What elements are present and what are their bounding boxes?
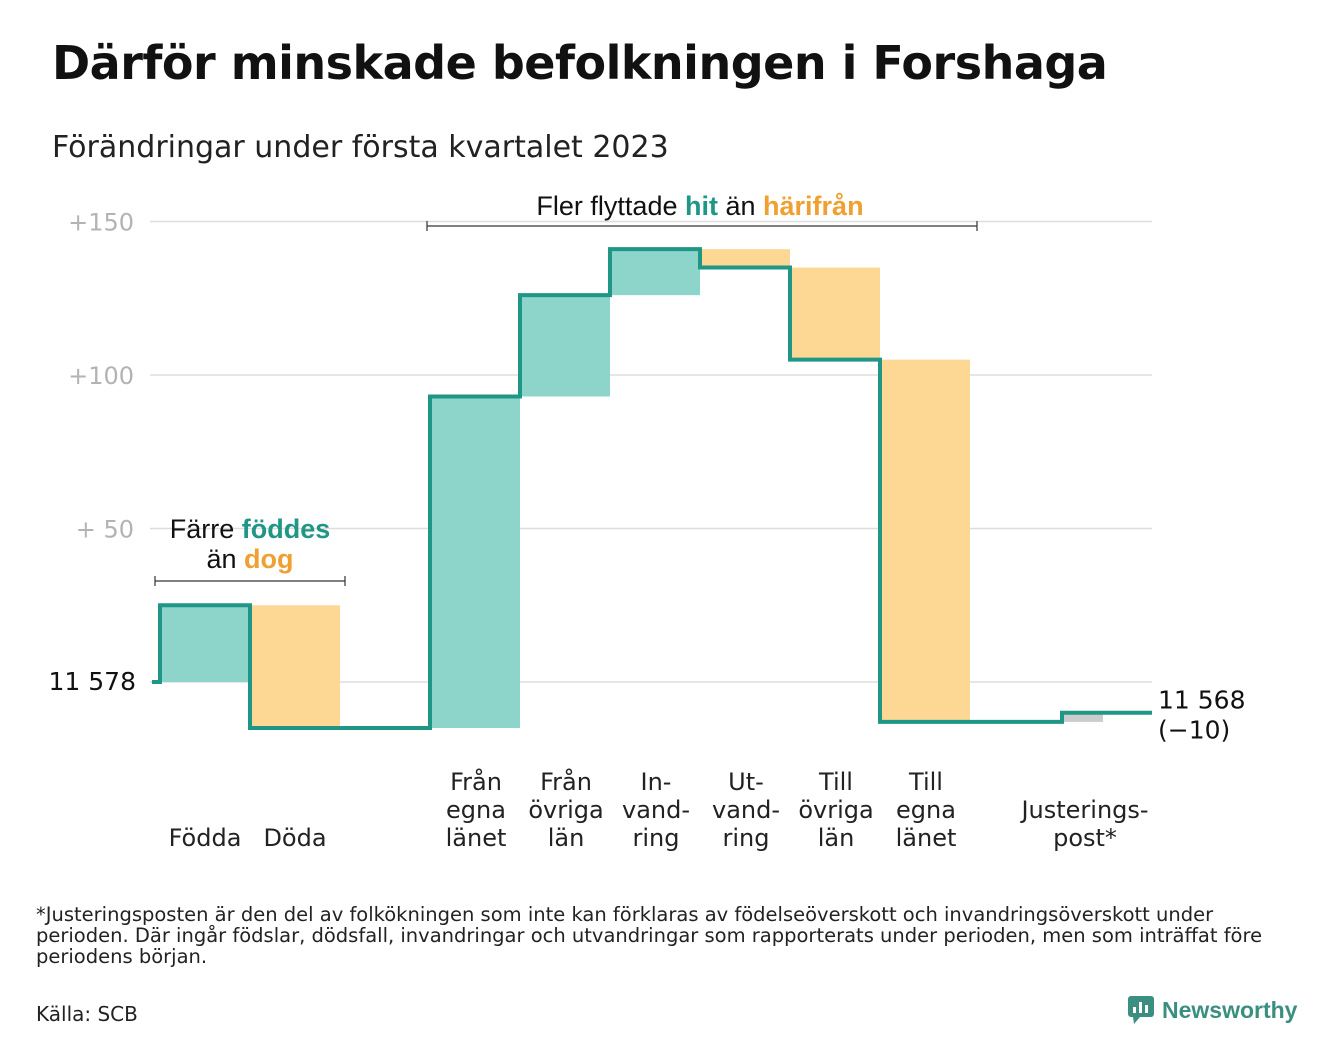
line-layer xyxy=(152,247,1152,731)
footnote: *Justeringsposten är den del av folkökni… xyxy=(36,903,1263,968)
waterfall-bar xyxy=(880,359,970,722)
annotation-migration: Fler flyttade hit än härifrån xyxy=(536,191,863,221)
source-label: Källa: SCB xyxy=(36,1002,138,1026)
cumulative-step-line xyxy=(152,247,1152,731)
category-label: Från egna länet xyxy=(446,767,507,852)
waterfall-bar xyxy=(430,396,520,729)
category-label: Från övriga län xyxy=(528,767,603,852)
newsworthy-logo-icon xyxy=(1128,996,1154,1024)
category-label: Ut-vand-ring xyxy=(712,768,780,852)
annotation-bracket-births-deaths xyxy=(154,576,346,586)
waterfall-chart: +150 +100 + 50 Födda Döda Från egna länet Från öv… xyxy=(49,191,1246,852)
waterfall-bar xyxy=(700,249,790,268)
bars-layer xyxy=(160,249,1103,729)
annotation-bracket-migration xyxy=(426,221,978,231)
chart-subtitle: Förändringar under första kvartalet 2023 xyxy=(52,130,669,165)
category-label: Döda xyxy=(263,824,326,852)
y-tick-label: +100 xyxy=(68,362,134,390)
category-label: Födda xyxy=(169,824,242,852)
category-label: Justerings-post* xyxy=(1019,796,1148,852)
annotation-births-deaths: än dog xyxy=(206,544,293,574)
newsworthy-logo[interactable]: Newsworthy xyxy=(1128,996,1297,1024)
waterfall-bar xyxy=(160,605,250,682)
waterfall-bar xyxy=(790,267,880,360)
category-label: Till övriga län xyxy=(798,768,873,852)
annotation-births-deaths: Färre föddes xyxy=(170,514,331,544)
start-value-label: 11 578 xyxy=(49,667,136,696)
waterfall-bar xyxy=(1062,712,1103,722)
waterfall-bar xyxy=(250,605,340,729)
chart-title: Därför minskade befolkningen i Forshaga xyxy=(52,36,1108,90)
waterfall-bar xyxy=(610,249,700,296)
y-tick-label: +150 xyxy=(68,209,134,237)
category-label: Till egna länet xyxy=(896,768,957,852)
end-value-label: 11 568 xyxy=(1158,686,1245,715)
y-tick-label: + 50 xyxy=(76,516,134,544)
end-change-label: (−10) xyxy=(1158,716,1230,745)
text-layer: +150 +100 + 50 Födda Döda Från egna länet Från öv… xyxy=(49,191,1246,852)
category-label: In-vand-ring xyxy=(622,768,690,852)
waterfall-bar xyxy=(520,295,610,397)
logo-text: Newsworthy xyxy=(1162,996,1298,1023)
